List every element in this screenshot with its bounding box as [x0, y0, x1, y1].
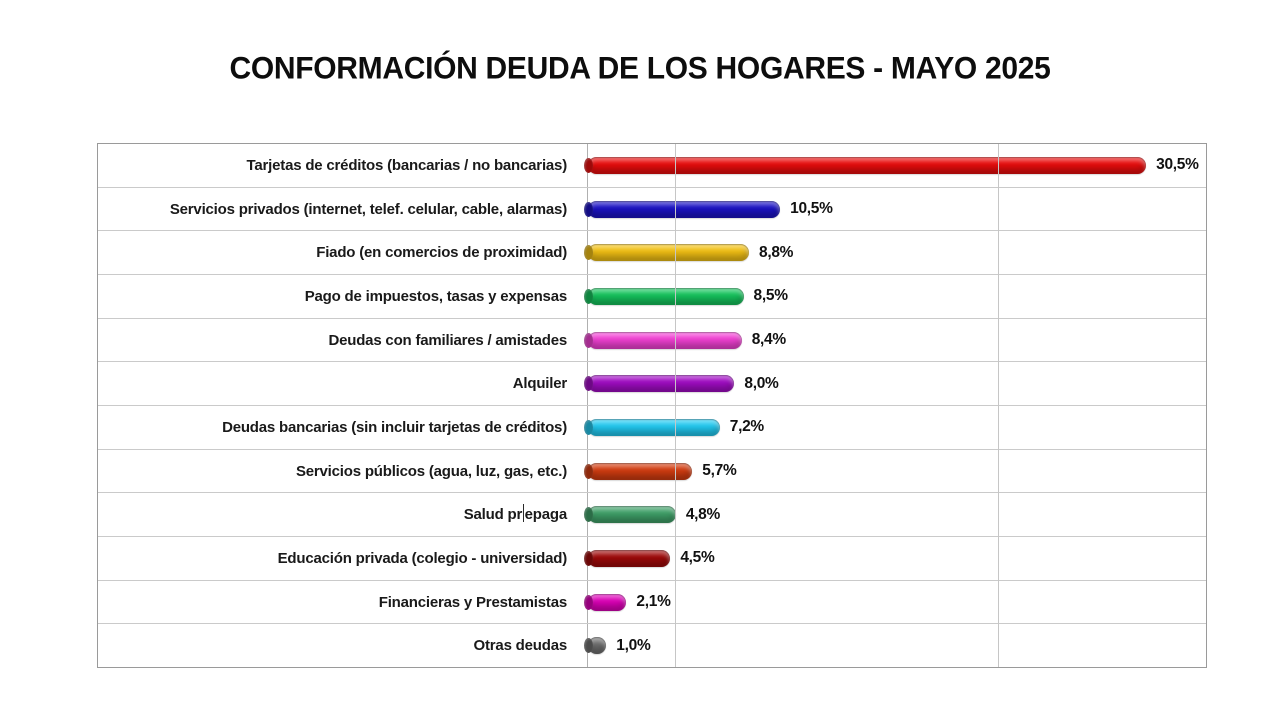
value-label: 30,5% — [1156, 156, 1199, 174]
table-row: Financieras y Prestamistas 2,1% — [98, 580, 1206, 625]
bar-left-cap — [584, 550, 593, 566]
bar-left-cap — [584, 463, 593, 479]
bar-left-cap — [584, 507, 593, 523]
value-label: 7,2% — [729, 418, 764, 436]
value-label: 4,5% — [680, 549, 715, 567]
chart-table: Tarjetas de créditos (bancarias / no ban… — [97, 143, 1207, 668]
bar-area: 10,5% — [584, 188, 1206, 231]
bar-left-cap — [584, 245, 593, 261]
table-row: Servicios públicos (agua, luz, gas, etc.… — [98, 449, 1206, 494]
category-label: Servicios públicos (agua, luz, gas, etc.… — [98, 449, 588, 493]
bar — [584, 637, 607, 655]
value-label: 10,5% — [790, 200, 833, 217]
chart-rows: Tarjetas de créditos (bancarias / no ban… — [98, 144, 1206, 668]
category-label: Educación privada (colegio - universidad… — [98, 537, 588, 580]
bar — [584, 418, 720, 436]
bar-area: 5,7% — [584, 450, 1206, 493]
bar — [584, 506, 676, 524]
bar-left-cap — [584, 419, 593, 435]
value-label: 1,0% — [616, 636, 651, 654]
bar-area: 8,0% — [584, 362, 1206, 405]
category-label: Servicios privados (internet, telef. cel… — [98, 187, 588, 231]
value-label: 8,4% — [751, 331, 786, 349]
bar-left-cap — [584, 332, 593, 348]
table-row: Educación privada (colegio - universidad… — [98, 537, 1206, 581]
value-label: 5,7% — [702, 462, 737, 480]
table-row: Deudas con familiares / amistades 8,4% — [98, 318, 1206, 363]
bar-area: 4,8% — [584, 493, 1206, 536]
value-label: 8,8% — [759, 243, 794, 261]
bar-left-cap — [584, 638, 593, 654]
table-row: Salud pr epaga 4,8% — [98, 493, 1206, 538]
table-row: Fiado (en comercios de proximidad) 8,8% — [98, 231, 1206, 276]
value-label: 8,0% — [744, 374, 779, 392]
value-label: 4,8% — [685, 505, 720, 523]
vertical-gridline-1 — [675, 144, 676, 667]
table-row: Deudas bancarias (sin incluir tarjetas d… — [98, 406, 1206, 450]
bar-area: 8,8% — [584, 231, 1206, 274]
bar-left-cap — [584, 201, 593, 217]
text-cursor-icon — [522, 503, 525, 522]
bar-area: 8,4% — [584, 319, 1206, 362]
category-label: Salud pr epaga — [98, 493, 588, 537]
bar — [584, 549, 671, 567]
category-label: Tarjetas de créditos (bancarias / no ban… — [98, 144, 588, 187]
category-label: Deudas bancarias (sin incluir tarjetas d… — [98, 406, 588, 449]
category-label: Alquiler — [98, 362, 588, 406]
bar — [584, 200, 781, 218]
table-row: Pago de impuestos, tasas y expensas 8,5% — [98, 275, 1206, 319]
bar — [584, 331, 742, 349]
bar-left-cap — [584, 376, 593, 392]
bar-area: 7,2% — [584, 406, 1206, 449]
category-label: Financieras y Prestamistas — [98, 580, 588, 624]
value-label: 8,5% — [753, 287, 788, 305]
category-label-text: epaga — [524, 506, 568, 524]
table-row: Alquiler 8,0% — [98, 362, 1206, 407]
bar — [584, 375, 735, 393]
bar — [584, 593, 627, 611]
table-row: Tarjetas de créditos (bancarias / no ban… — [98, 144, 1206, 188]
category-label: Deudas con familiares / amistades — [98, 318, 588, 362]
bar-left-cap — [584, 594, 593, 610]
category-label: Fiado (en comercios de proximidad) — [98, 231, 588, 275]
bar-area: 4,5% — [584, 537, 1206, 580]
category-label: Otras deudas — [98, 624, 588, 668]
category-label: Pago de impuestos, tasas y expensas — [98, 275, 588, 318]
bar-area: 2,1% — [584, 581, 1206, 624]
vertical-gridline-2 — [998, 144, 999, 667]
category-label-text: Salud pr — [463, 506, 523, 524]
bar — [584, 462, 693, 480]
bar-area: 1,0% — [584, 624, 1206, 667]
bar — [584, 287, 744, 305]
table-row: Otras deudas 1,0% — [98, 624, 1206, 668]
bar-area: 30,5% — [584, 144, 1206, 187]
value-label: 2,1% — [636, 593, 671, 611]
bar — [584, 156, 1147, 174]
bar-left-cap — [584, 288, 593, 304]
bar — [584, 244, 750, 262]
chart-title: CONFORMACIÓN DEUDA DE LOS HOGARES - MAYO… — [229, 51, 1051, 86]
bar-left-cap — [584, 157, 593, 173]
table-row: Servicios privados (internet, telef. cel… — [98, 187, 1206, 232]
bar-area: 8,5% — [584, 275, 1206, 318]
